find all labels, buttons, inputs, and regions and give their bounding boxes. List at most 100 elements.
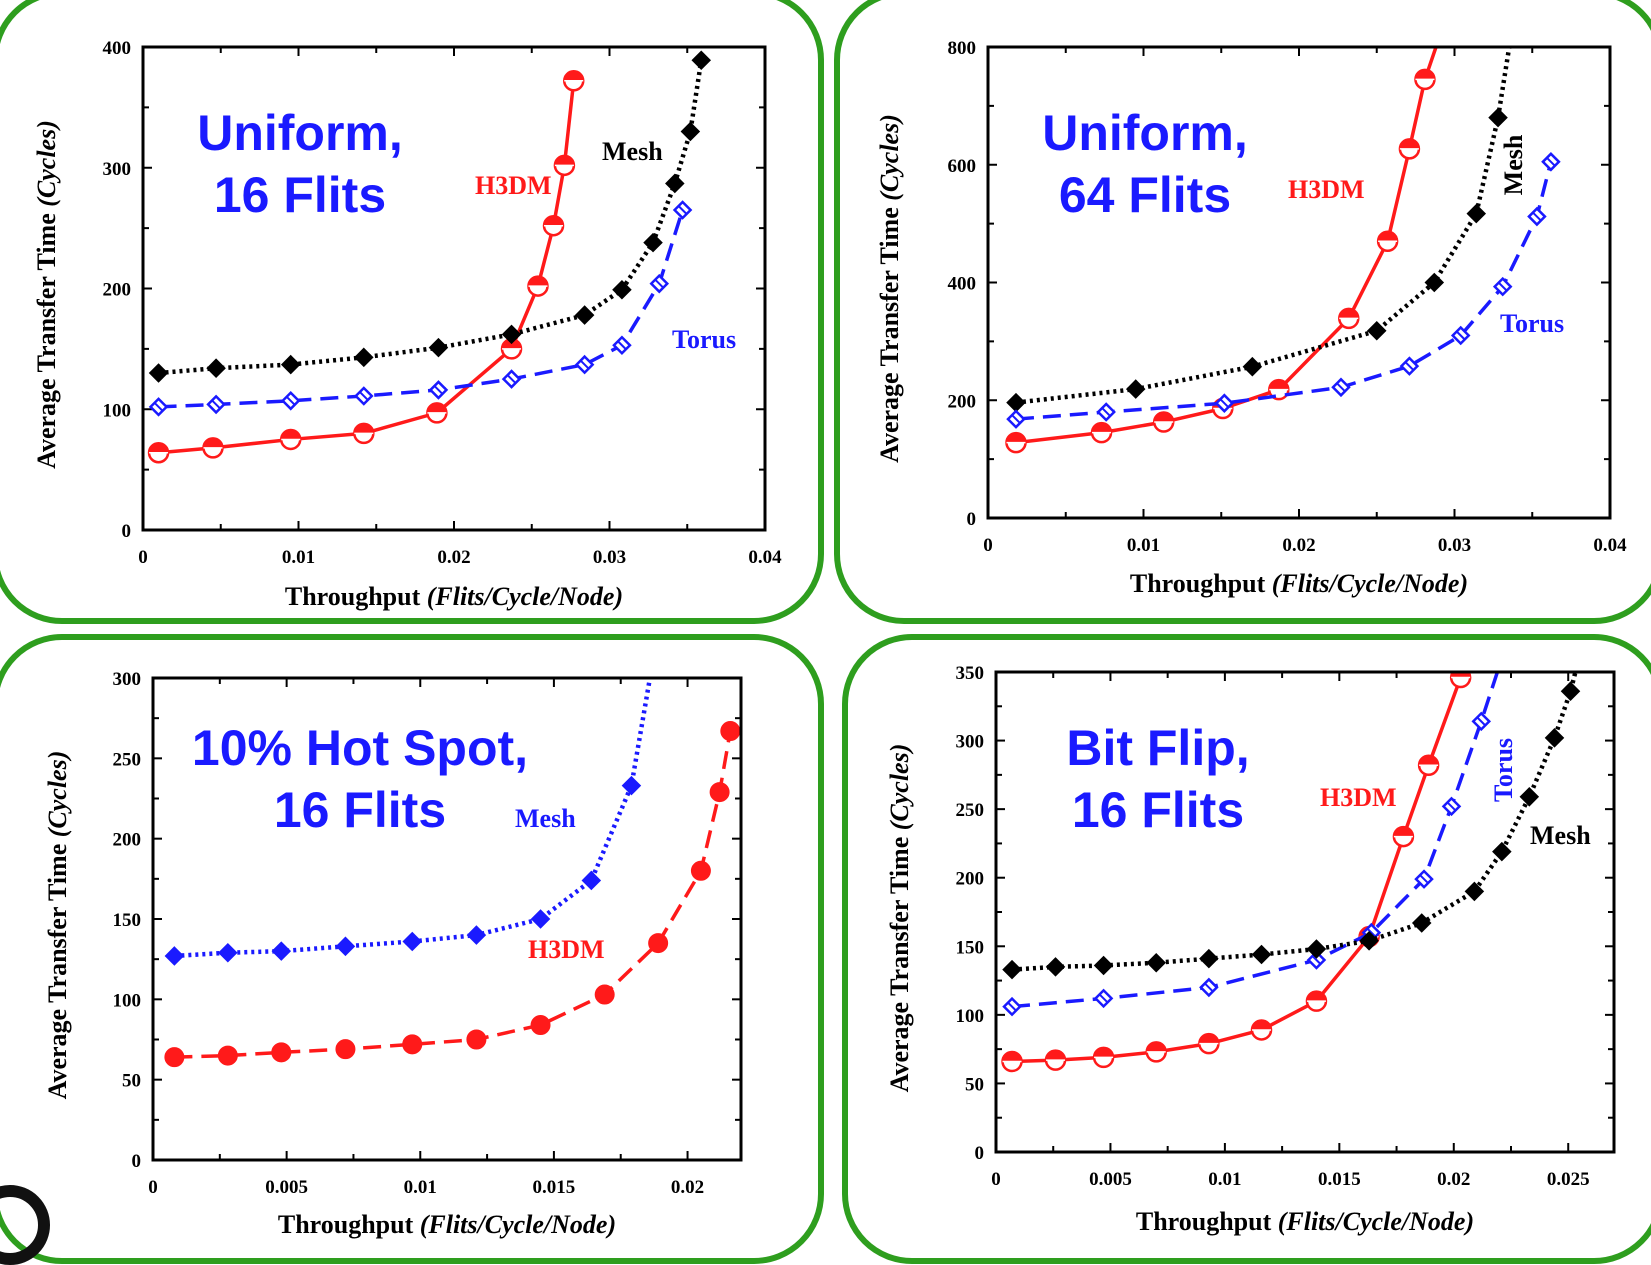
data-point-mesh (1002, 959, 1022, 980)
data-point-torus-stroke (506, 374, 517, 384)
data-point-torus-stroke (1366, 927, 1377, 938)
series-group (1005, 47, 1561, 454)
series-label-h3dm: H3DM (475, 171, 552, 200)
data-point-h3dm (709, 782, 730, 803)
x-axis-title: Throughput (Flits/Cycle/Node) (1130, 569, 1468, 598)
y-tick-label: 600 (948, 156, 977, 177)
data-point-mesh (1199, 948, 1219, 969)
data-point-h3dm-fill (1154, 412, 1174, 423)
data-point-torus-stroke (1546, 157, 1556, 167)
data-point-mesh (164, 946, 185, 966)
data-point-h3dm (648, 933, 669, 954)
data-point-h3dm (217, 1045, 238, 1066)
y-tick-label: 0 (132, 1151, 142, 1172)
series-group (164, 678, 741, 1068)
series-label-torus: Torus (672, 325, 736, 354)
data-point-h3dm-fill (564, 71, 584, 81)
data-point-mesh (1242, 356, 1263, 377)
data-point-h3dm-fill (1339, 308, 1359, 319)
x-tick-label: 0.01 (282, 547, 315, 568)
data-point-mesh (1006, 392, 1026, 413)
y-tick-label: 150 (956, 937, 985, 958)
data-point-h3dm (335, 1039, 356, 1060)
y-tick-label: 150 (113, 910, 142, 931)
series-line-torus (1015, 161, 1553, 421)
data-point-mesh (1359, 931, 1379, 951)
series-label-mesh: Mesh (515, 804, 576, 833)
data-point-mesh (574, 305, 595, 325)
data-point-h3dm-fill (1419, 755, 1439, 766)
data-point-mesh (354, 347, 374, 368)
data-point-h3dm-fill (544, 216, 564, 226)
data-point-mesh (612, 279, 632, 300)
chart-3: 0 0.005 0.01 0.015 0.02 0.025 0 50 100 150 200 250 3… (885, 663, 1616, 1236)
data-point-torus-stroke (1456, 330, 1466, 341)
data-point-mesh (1488, 107, 1508, 128)
series-label-mesh: Mesh (1530, 821, 1591, 850)
data-point-h3dm (720, 721, 741, 742)
data-point-mesh (1125, 379, 1146, 399)
data-point-torus-stroke (286, 396, 296, 406)
data-point-h3dm-fill (149, 443, 169, 453)
data-point-mesh (530, 909, 551, 929)
data-point-mesh (280, 354, 301, 375)
y-axis-title: Average Transfer Time (Cycles) (885, 744, 914, 1093)
series-line-h3dm (158, 80, 576, 455)
series-label-h3dm: H3DM (1288, 175, 1365, 204)
data-point-mesh (1093, 955, 1114, 976)
data-point-h3dm-fill (1393, 827, 1413, 837)
series-line-h3dm (1015, 47, 1438, 445)
data-point-h3dm-fill (1046, 1050, 1066, 1061)
series-line-torus (158, 209, 685, 409)
data-point-mesh (1560, 681, 1581, 701)
x-axis-title: Throughput (Flits/Cycle/Node) (285, 582, 623, 611)
chart-2: 0 0.005 0.01 0.015 0.02 0 50 100 150 200 250 300 Thr… (43, 669, 743, 1239)
data-point-h3dm-fill (1306, 991, 1326, 1002)
data-point-torus-stroke (1404, 361, 1415, 371)
data-point-h3dm-fill (528, 276, 548, 287)
data-point-mesh (621, 775, 642, 796)
data-point-torus-stroke (1336, 382, 1346, 393)
data-point-torus-stroke (1532, 211, 1542, 222)
series-label-torus: Torus (1489, 738, 1518, 802)
data-point-mesh (1464, 881, 1485, 902)
data-point-h3dm (402, 1034, 423, 1055)
series-line-torus (1011, 672, 1500, 1009)
x-tick-label: 0.01 (1127, 535, 1160, 556)
x-tick-label: 0.015 (533, 1177, 576, 1198)
data-point-h3dm (164, 1047, 185, 1068)
x-tick-label: 0.01 (404, 1177, 437, 1198)
data-point-h3dm-fill (1269, 380, 1289, 390)
chart-1: 0 0.01 0.02 0.03 0.04 0 200 400 600 800 Throughput… (875, 38, 1627, 598)
chart-annotation: Uniform, 64 Flits (1042, 105, 1248, 223)
x-tick-label: 0.01 (1208, 1169, 1241, 1190)
data-point-torus-stroke (1098, 993, 1109, 1004)
data-point-torus-stroke (153, 402, 164, 412)
data-point-mesh (1366, 321, 1387, 341)
x-tick-label: 0.03 (593, 547, 626, 568)
data-point-torus-stroke (654, 278, 664, 289)
x-tick-label: 0.005 (1089, 1169, 1132, 1190)
data-point-mesh (1424, 272, 1445, 293)
x-tick-label: 0.02 (1437, 1169, 1470, 1190)
y-tick-label: 300 (113, 669, 142, 690)
data-point-mesh (402, 931, 423, 952)
x-tick-label: 0.015 (1318, 1169, 1361, 1190)
data-point-mesh (1544, 728, 1565, 748)
plot-frame (141, 45, 767, 532)
y-tick-label: 300 (103, 159, 132, 180)
data-point-h3dm-fill (554, 155, 574, 166)
data-point-mesh (335, 936, 356, 957)
data-point-torus-stroke (433, 385, 444, 395)
data-point-h3dm-fill (1146, 1042, 1166, 1052)
y-tick-label: 100 (956, 1006, 985, 1027)
series-label-mesh: Mesh (1499, 134, 1528, 195)
data-point-torus-stroke (1476, 716, 1486, 727)
data-point-h3dm-fill (1252, 1020, 1272, 1030)
data-point-mesh (271, 941, 292, 961)
y-axis-title: Average Transfer Time (Cycles) (43, 751, 72, 1100)
y-tick-label: 100 (103, 400, 132, 421)
data-point-mesh (466, 925, 487, 945)
x-tick-label: 0 (983, 535, 993, 556)
data-point-torus-stroke (579, 359, 590, 370)
